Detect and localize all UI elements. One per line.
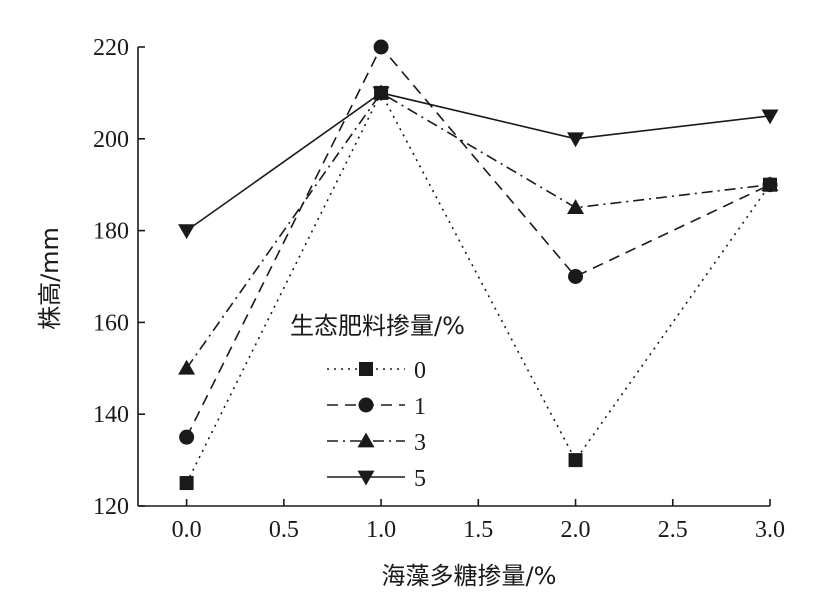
- legend-title: 生态肥料掺量/%: [290, 312, 465, 340]
- axes: 0.0 0.5 1.0 1.5 2.0 2.5 3.0 120 140 160 180 200 220: [93, 35, 785, 543]
- x-axis-title: 海藻多糖掺量/%: [382, 562, 557, 590]
- triangle-up-marker: [567, 199, 585, 215]
- triangle-down-marker: [567, 132, 585, 148]
- legend-item-5: 5: [327, 466, 426, 492]
- series-line-0: [185, 91, 771, 484]
- square-marker: [568, 453, 583, 468]
- x-tick-label: 0.5: [269, 517, 299, 543]
- legend-item-1: 1: [327, 394, 426, 420]
- y-tick-label: 180: [93, 219, 129, 245]
- series-layer: [178, 39, 779, 491]
- triangle-up-marker: [178, 359, 196, 375]
- y-tick-label: 220: [93, 35, 129, 61]
- triangle-down-marker: [761, 109, 779, 125]
- triangle-up-marker: [357, 432, 375, 448]
- circle-marker: [568, 269, 584, 284]
- triangle-down-marker: [178, 224, 196, 240]
- square-marker: [359, 362, 373, 376]
- series-line-1: [185, 45, 771, 438]
- square-marker: [179, 476, 194, 491]
- series-0: [179, 85, 777, 491]
- x-tick-label: 2.5: [658, 517, 688, 543]
- x-tick-label: 3.0: [755, 517, 785, 543]
- triangle-down-marker: [372, 86, 390, 102]
- y-axis-title: 株高/mm: [36, 227, 64, 330]
- circle-marker: [373, 39, 389, 55]
- y-tick-label: 160: [93, 310, 129, 336]
- x-tick-label: 0.0: [172, 517, 202, 543]
- x-tick-label: 2.0: [561, 517, 591, 543]
- circle-marker: [358, 397, 374, 413]
- legend-item-0: 0: [327, 358, 426, 384]
- triangle-up-marker: [761, 176, 779, 192]
- series-3: [178, 84, 779, 375]
- y-tick-label: 140: [93, 402, 129, 428]
- series-5: [178, 86, 779, 240]
- legend: 生态肥料掺量/% 0 1 3 5: [290, 312, 465, 492]
- legend-label: 0: [414, 358, 426, 384]
- triangle-down-marker: [357, 470, 375, 486]
- series-1: [179, 39, 778, 445]
- series-line-3: [185, 91, 771, 369]
- series-line-5: [186, 92, 771, 232]
- legend-item-3: 3: [327, 430, 426, 456]
- legend-label: 3: [414, 430, 426, 456]
- x-tick-label: 1.0: [366, 517, 396, 543]
- circle-marker: [179, 429, 195, 445]
- y-tick-label: 120: [93, 494, 129, 520]
- y-tick-label: 200: [93, 127, 129, 153]
- legend-label: 1: [414, 394, 426, 420]
- x-tick-label: 1.5: [463, 517, 493, 543]
- legend-label: 5: [414, 466, 426, 492]
